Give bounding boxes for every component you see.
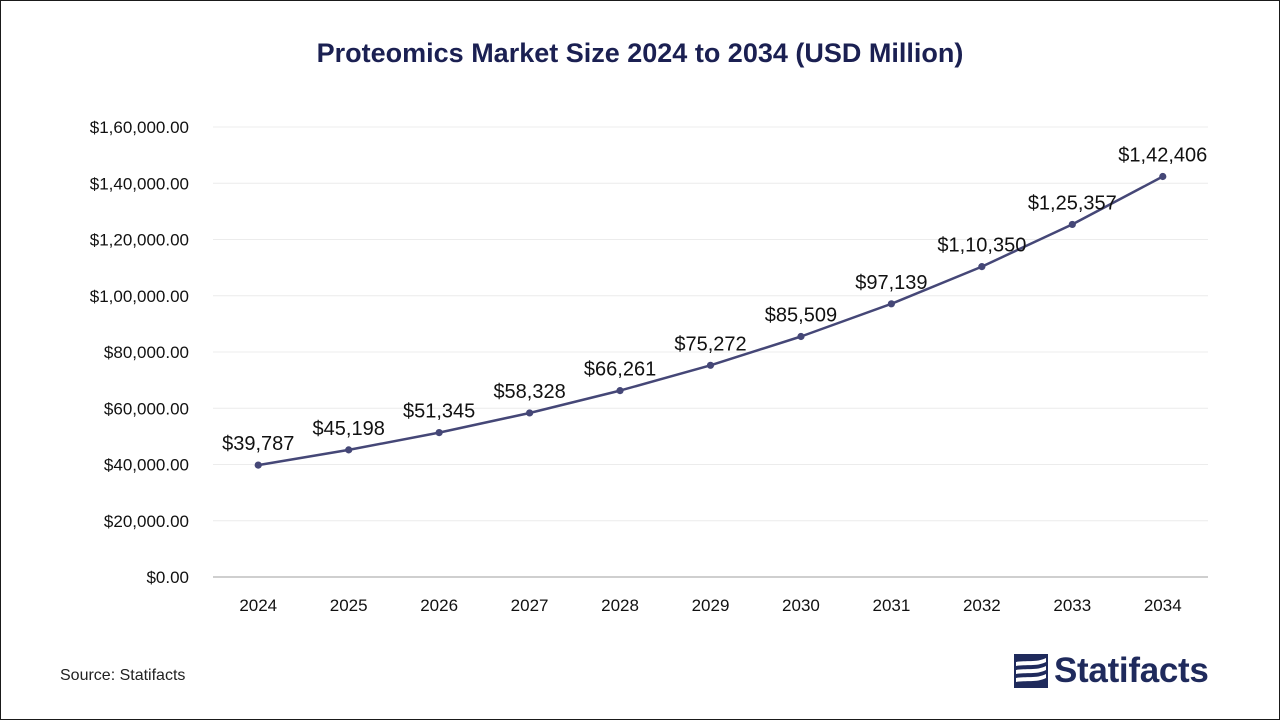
data-point — [978, 263, 986, 271]
y-tick-label: $20,000.00 — [104, 512, 189, 531]
x-tick-label: 2027 — [511, 596, 549, 615]
x-tick-label: 2026 — [420, 596, 458, 615]
data-point — [797, 332, 805, 341]
data-label: $58,328 — [493, 381, 565, 403]
data-point — [616, 387, 624, 395]
data-point — [345, 446, 353, 454]
series-line — [257, 175, 1164, 467]
y-tick-label: $80,000.00 — [104, 343, 189, 362]
x-tick-label: 2033 — [1053, 596, 1091, 615]
statifacts-logo-icon — [1014, 654, 1048, 688]
data-point — [525, 409, 534, 417]
data-point — [887, 300, 896, 308]
brand-logo: Statifacts — [1014, 651, 1209, 691]
data-label: $85,509 — [765, 305, 837, 327]
data-label: $1,42,406 — [1118, 144, 1207, 166]
x-tick-label: 2034 — [1144, 596, 1182, 615]
data-point — [706, 361, 715, 369]
x-tick-label: 2024 — [239, 596, 277, 615]
brand-name: Statifacts — [1054, 651, 1209, 690]
data-label: $66,261 — [584, 359, 656, 381]
source-note: Source: Statifacts — [60, 667, 186, 684]
x-tick-label: 2028 — [601, 596, 639, 615]
data-label: $1,10,350 — [937, 235, 1026, 257]
y-tick-label: $1,40,000.00 — [90, 174, 189, 193]
y-axis-ticks: $0.00 $20,000.00 $40,000.00 $60,000.00 $80,0… — [90, 118, 189, 587]
gridlines — [213, 126, 1208, 522]
x-tick-label: 2031 — [872, 596, 910, 615]
data-label: $97,139 — [855, 272, 927, 294]
data-point — [254, 461, 262, 469]
y-tick-label: $1,60,000.00 — [90, 118, 189, 137]
data-labels: $39,787 $45,198 $51,345 $58,328 $66,261 $75,2… — [222, 144, 1207, 455]
chart-title: Proteomics Market Size 2024 to 2034 (USD… — [316, 38, 964, 68]
x-tick-label: 2030 — [782, 596, 820, 615]
data-point — [1159, 172, 1167, 181]
x-axis-ticks: 2024 2025 2026 2027 2028 2029 2030 2031 2032 2033… — [239, 596, 1181, 615]
data-label: $75,272 — [674, 333, 746, 355]
x-tick-label: 2032 — [963, 596, 1001, 615]
x-tick-label: 2029 — [692, 596, 730, 615]
data-label: $45,198 — [313, 418, 385, 440]
data-point — [435, 428, 443, 437]
data-label: $39,787 — [222, 433, 294, 455]
data-point — [1068, 220, 1076, 229]
data-points — [254, 172, 1167, 469]
data-label: $51,345 — [403, 401, 475, 423]
y-tick-label: $1,00,000.00 — [90, 287, 189, 306]
y-tick-label: $60,000.00 — [104, 399, 189, 418]
y-tick-label: $40,000.00 — [104, 456, 189, 475]
y-tick-label: $1,20,000.00 — [90, 231, 189, 250]
data-label: $1,25,357 — [1028, 192, 1117, 214]
y-tick-label: $0.00 — [146, 568, 189, 587]
x-tick-label: 2025 — [330, 596, 368, 615]
